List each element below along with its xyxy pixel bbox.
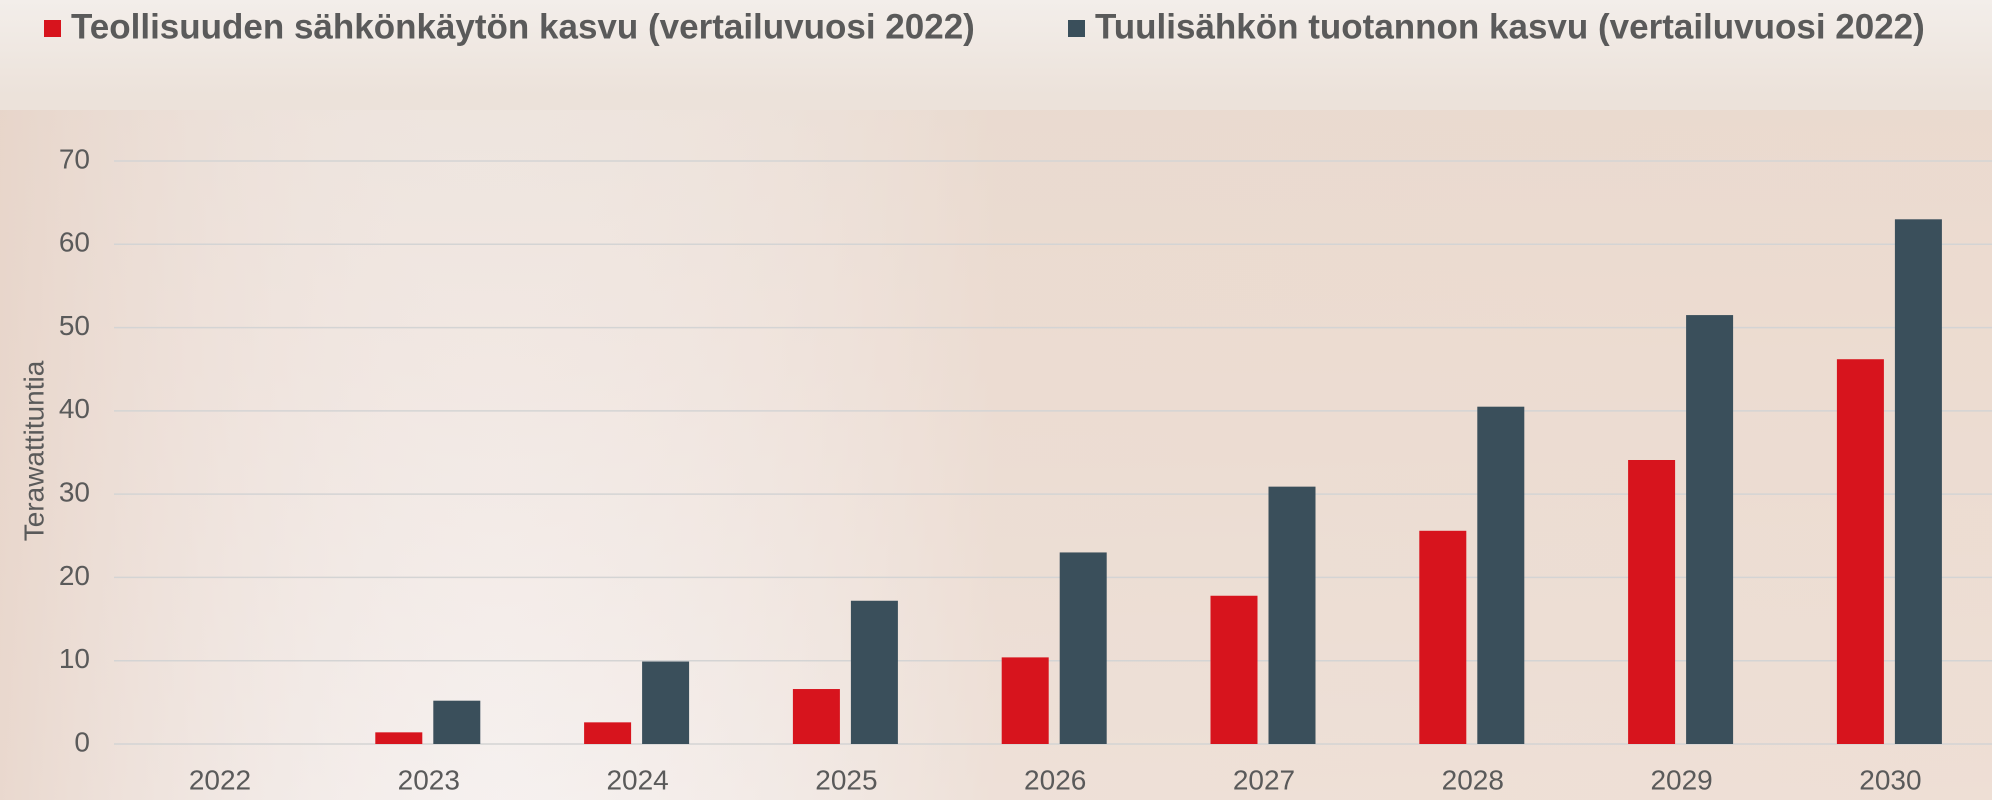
x-tick-label: 2029: [1650, 764, 1712, 795]
x-tick-label: 2022: [189, 764, 251, 795]
legend-label: Teollisuuden sähkönkäytön kasvu (vertail…: [71, 7, 975, 46]
bar: [1628, 459, 1676, 744]
y-tick-label: 50: [59, 310, 90, 341]
y-axis-label: Terawattituntia: [18, 360, 49, 541]
bar: [1059, 552, 1107, 744]
bar: [850, 600, 898, 744]
x-tick-label: 2030: [1859, 764, 1921, 795]
x-tick-label: 2023: [398, 764, 460, 795]
x-tick-label: 2026: [1024, 764, 1086, 795]
legend-swatch: [44, 20, 61, 37]
bar: [584, 722, 632, 744]
bar: [1836, 359, 1884, 744]
bar: [642, 661, 690, 744]
legend-swatch: [1068, 20, 1085, 37]
y-tick-label: 30: [59, 477, 90, 508]
bar: [1419, 530, 1467, 744]
x-tick-label: 2028: [1442, 764, 1504, 795]
legend-label: Tuulisähkön tuotannon kasvu (vertailuvuo…: [1095, 7, 1925, 46]
x-tick-label: 2024: [606, 764, 668, 795]
bar: [1477, 406, 1525, 744]
y-tick-label: 60: [59, 227, 90, 258]
y-tick-label: 10: [59, 643, 90, 674]
y-tick-label: 70: [59, 143, 90, 174]
bar: [1210, 595, 1258, 744]
x-tick-label: 2025: [815, 764, 877, 795]
bar: [433, 700, 481, 744]
bar: [792, 689, 840, 744]
bar: [1894, 219, 1942, 745]
bar: [1686, 315, 1734, 744]
bar: [1001, 657, 1049, 744]
y-tick-label: 0: [74, 726, 90, 757]
y-tick-label: 20: [59, 560, 90, 591]
bar: [1268, 486, 1316, 744]
y-tick-label: 40: [59, 393, 90, 424]
bar: [375, 732, 423, 744]
x-tick-label: 2027: [1233, 764, 1295, 795]
